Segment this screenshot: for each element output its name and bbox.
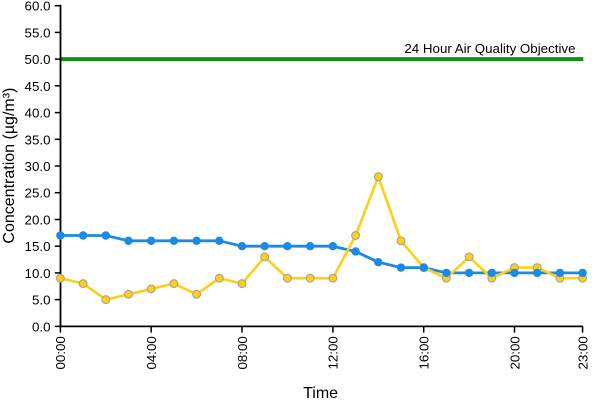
svg-text:55.0: 55.0 (25, 25, 51, 40)
svg-text:25.0: 25.0 (25, 186, 51, 201)
svg-text:00:00: 00:00 (53, 336, 68, 369)
svg-text:16:00: 16:00 (417, 336, 432, 369)
svg-text:60.0: 60.0 (25, 0, 51, 14)
svg-text:35.0: 35.0 (25, 132, 51, 147)
svg-text:50.0: 50.0 (25, 52, 51, 67)
svg-text:20.0: 20.0 (25, 213, 51, 228)
svg-text:20:00: 20:00 (507, 336, 522, 369)
svg-text:30.0: 30.0 (25, 159, 51, 174)
svg-text:10.0: 10.0 (25, 266, 51, 281)
svg-text:0.0: 0.0 (32, 319, 51, 334)
svg-text:12:00: 12:00 (326, 336, 341, 369)
svg-text:45.0: 45.0 (25, 79, 51, 94)
svg-text:Concentration (µg/m³): Concentration (µg/m³) (1, 88, 18, 244)
svg-text:Time: Time (303, 385, 338, 400)
svg-text:15.0: 15.0 (25, 239, 51, 254)
svg-text:04:00: 04:00 (144, 336, 159, 369)
svg-text:23:00: 23:00 (575, 336, 590, 369)
svg-text:24 Hour Air Quality Objective: 24 Hour Air Quality Objective (404, 41, 575, 56)
svg-text:08:00: 08:00 (235, 336, 250, 369)
svg-text:5.0: 5.0 (32, 293, 51, 308)
svg-text:40.0: 40.0 (25, 106, 51, 121)
